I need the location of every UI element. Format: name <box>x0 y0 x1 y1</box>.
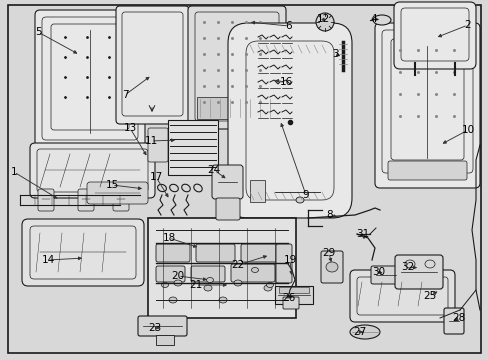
Text: 26: 26 <box>282 293 295 303</box>
FancyBboxPatch shape <box>156 266 184 282</box>
Text: 11: 11 <box>144 136 157 146</box>
Ellipse shape <box>251 267 258 273</box>
Text: 21: 21 <box>189 280 202 290</box>
Ellipse shape <box>234 280 242 286</box>
Text: 14: 14 <box>41 255 55 265</box>
Ellipse shape <box>161 283 168 288</box>
Text: 2: 2 <box>464 20 470 30</box>
Text: 20: 20 <box>171 271 184 281</box>
Text: 24: 24 <box>207 165 220 175</box>
FancyBboxPatch shape <box>227 23 351 218</box>
Text: 6: 6 <box>285 21 292 31</box>
FancyBboxPatch shape <box>35 10 145 150</box>
FancyBboxPatch shape <box>138 316 186 336</box>
Text: 4: 4 <box>370 14 377 24</box>
Text: 13: 13 <box>123 123 136 133</box>
Ellipse shape <box>372 15 390 25</box>
Text: 30: 30 <box>372 267 385 277</box>
FancyBboxPatch shape <box>320 251 342 283</box>
Bar <box>168 120 218 175</box>
Text: 12: 12 <box>316 14 329 24</box>
Ellipse shape <box>169 297 177 303</box>
FancyBboxPatch shape <box>393 2 475 69</box>
FancyBboxPatch shape <box>394 255 442 289</box>
Text: 29: 29 <box>322 248 335 258</box>
Ellipse shape <box>219 297 226 303</box>
Bar <box>240 35 339 210</box>
Ellipse shape <box>315 13 333 31</box>
Text: 9: 9 <box>302 190 309 200</box>
Ellipse shape <box>174 280 182 286</box>
FancyBboxPatch shape <box>212 165 243 199</box>
Ellipse shape <box>266 283 273 288</box>
FancyBboxPatch shape <box>187 6 285 129</box>
FancyBboxPatch shape <box>22 219 143 286</box>
Text: 28: 28 <box>451 313 465 323</box>
Ellipse shape <box>325 262 337 272</box>
FancyBboxPatch shape <box>349 270 454 322</box>
Text: 31: 31 <box>356 229 369 239</box>
Bar <box>156 335 174 345</box>
Bar <box>197 97 276 119</box>
Text: 3: 3 <box>331 49 338 59</box>
Text: 18: 18 <box>162 233 175 243</box>
Bar <box>279 287 308 293</box>
FancyBboxPatch shape <box>148 128 168 162</box>
FancyBboxPatch shape <box>370 266 400 284</box>
FancyBboxPatch shape <box>241 244 285 262</box>
FancyBboxPatch shape <box>38 189 54 211</box>
Text: 17: 17 <box>149 172 163 182</box>
Bar <box>249 180 264 202</box>
FancyBboxPatch shape <box>374 23 479 188</box>
Text: 1: 1 <box>11 167 17 177</box>
Text: 7: 7 <box>122 90 128 100</box>
Text: 16: 16 <box>279 77 292 87</box>
Ellipse shape <box>295 197 304 203</box>
FancyBboxPatch shape <box>116 6 189 124</box>
FancyBboxPatch shape <box>443 308 463 334</box>
FancyBboxPatch shape <box>387 161 466 180</box>
Bar <box>274 286 312 304</box>
FancyBboxPatch shape <box>283 297 298 309</box>
FancyBboxPatch shape <box>216 198 240 220</box>
Text: 19: 19 <box>283 255 296 265</box>
FancyBboxPatch shape <box>30 143 155 198</box>
FancyBboxPatch shape <box>113 189 129 211</box>
FancyBboxPatch shape <box>156 244 190 262</box>
FancyBboxPatch shape <box>191 266 224 282</box>
Text: 5: 5 <box>35 27 41 37</box>
Bar <box>148 218 295 318</box>
Text: 22: 22 <box>231 260 244 270</box>
Text: 8: 8 <box>326 210 333 220</box>
Text: 32: 32 <box>401 262 414 272</box>
FancyBboxPatch shape <box>87 182 148 204</box>
Text: 15: 15 <box>105 180 119 190</box>
FancyBboxPatch shape <box>275 244 291 283</box>
FancyBboxPatch shape <box>78 189 94 211</box>
Text: 25: 25 <box>423 291 436 301</box>
Ellipse shape <box>203 285 212 291</box>
Text: 10: 10 <box>461 125 473 135</box>
Ellipse shape <box>349 325 379 339</box>
Ellipse shape <box>264 285 271 291</box>
Ellipse shape <box>206 278 213 283</box>
Text: 23: 23 <box>148 323 162 333</box>
Text: 27: 27 <box>353 327 366 337</box>
FancyBboxPatch shape <box>196 244 235 262</box>
FancyBboxPatch shape <box>230 264 274 282</box>
